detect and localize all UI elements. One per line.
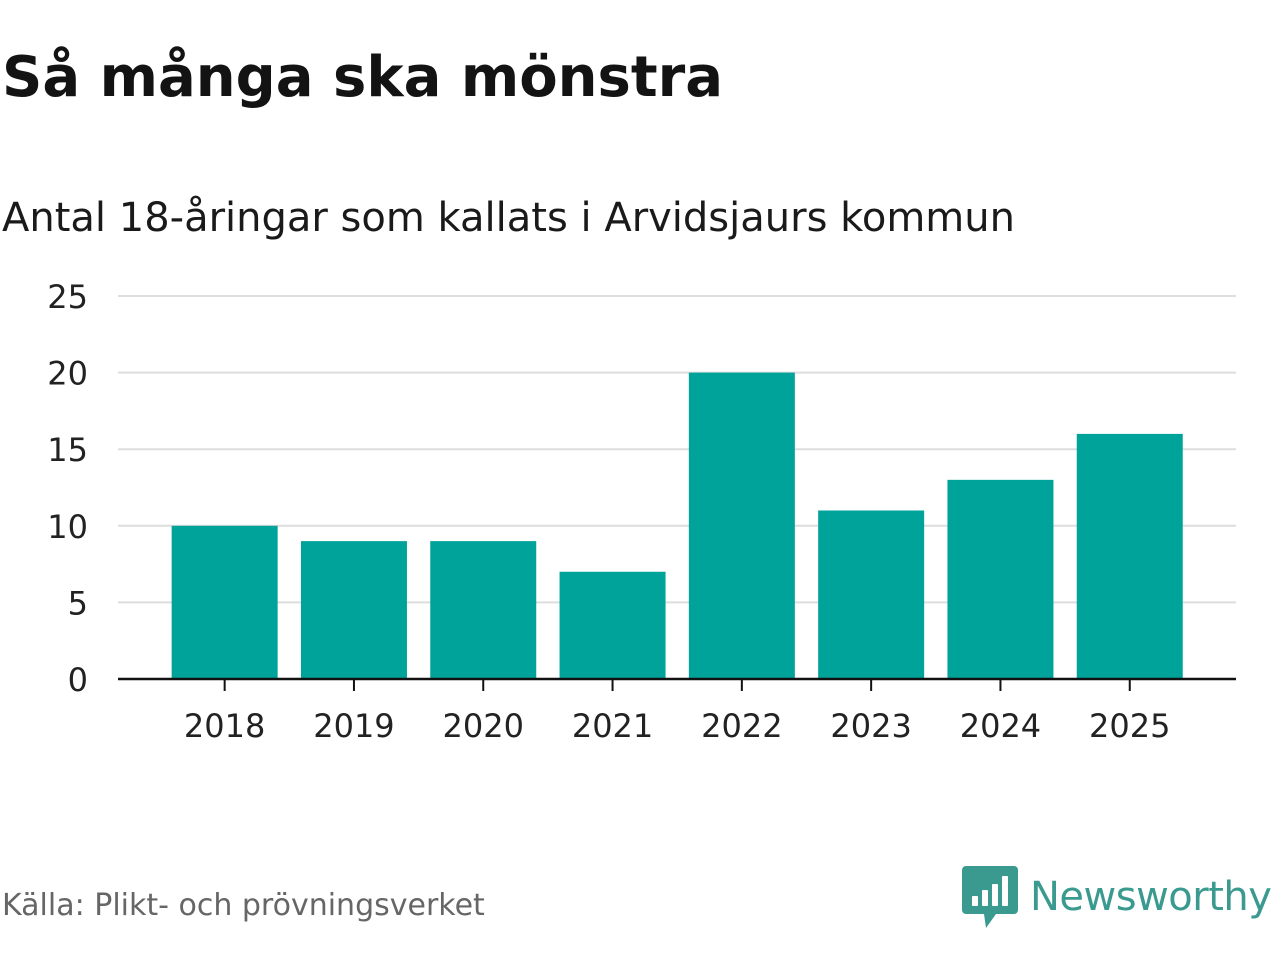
x-tick-label: 2022 bbox=[701, 707, 782, 745]
bar-2020 bbox=[430, 541, 537, 679]
bar-2023 bbox=[818, 510, 925, 679]
y-tick-label: 15 bbox=[47, 431, 88, 469]
x-tick-label: 2023 bbox=[830, 707, 911, 745]
bar-2018 bbox=[171, 525, 278, 679]
y-tick-label: 25 bbox=[47, 278, 88, 316]
x-axis-ticks: 2018 2019 2020 2021 2022 2023 2024 2025 bbox=[184, 707, 1171, 745]
source-note: Källa: Plikt- och prövningsverket bbox=[2, 888, 485, 923]
chart-subtitle: Antal 18-åringar som kallats i Arvidsjau… bbox=[2, 195, 1015, 241]
x-tick-label: 2024 bbox=[960, 707, 1041, 745]
bars bbox=[171, 372, 1183, 679]
y-tick-label: 5 bbox=[68, 584, 88, 622]
bar-2019 bbox=[300, 541, 407, 679]
y-axis-ticks: 0 5 10 15 20 25 bbox=[47, 278, 88, 699]
bar-2025 bbox=[1076, 433, 1183, 679]
chart-title: Så många ska mönstra bbox=[2, 45, 724, 110]
bar-2024 bbox=[947, 479, 1054, 679]
x-tick-label: 2018 bbox=[184, 707, 265, 745]
x-tick-label: 2021 bbox=[572, 707, 653, 745]
gridlines bbox=[118, 295, 1236, 604]
bar-2022 bbox=[688, 372, 795, 679]
bar-2021 bbox=[559, 571, 666, 679]
x-axis bbox=[118, 677, 1236, 691]
newsworthy-logo-icon bbox=[962, 866, 1018, 928]
x-tick-label: 2025 bbox=[1089, 707, 1170, 745]
y-tick-label: 20 bbox=[47, 355, 88, 393]
brand-logo[interactable]: Newsworthy bbox=[962, 862, 1272, 932]
x-tick-label: 2020 bbox=[443, 707, 524, 745]
y-tick-label: 0 bbox=[68, 661, 88, 699]
x-tick-label: 2019 bbox=[313, 707, 394, 745]
y-tick-label: 10 bbox=[47, 508, 88, 546]
brand-name: Newsworthy bbox=[1030, 874, 1272, 920]
